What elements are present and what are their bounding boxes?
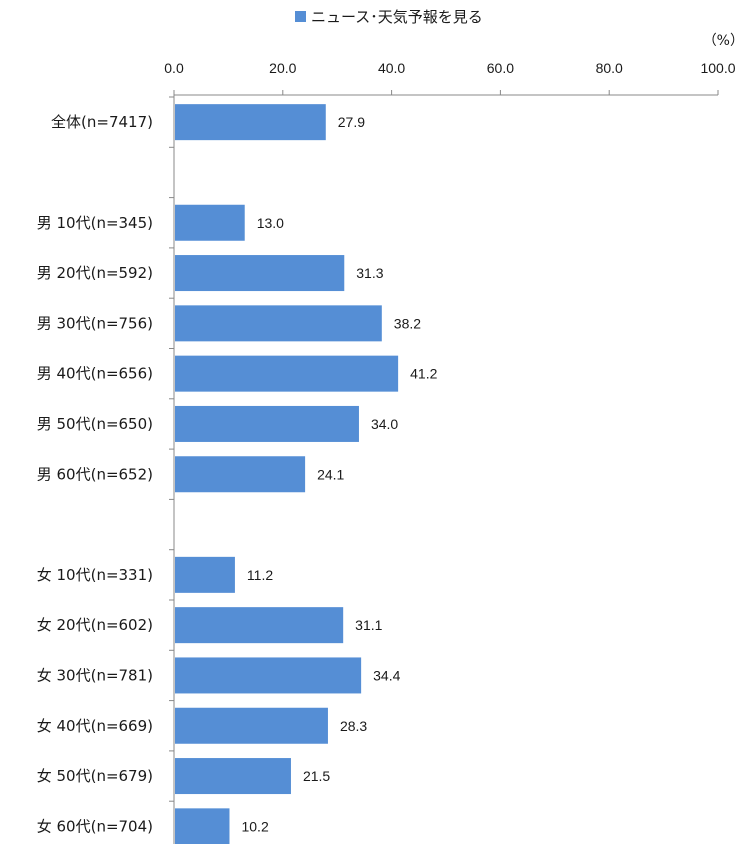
bar [175, 255, 345, 292]
category-label: 女 60代(n=704) [37, 817, 153, 835]
category-label: 女 20代(n=602) [37, 616, 153, 634]
category-label: 男 10代(n=345) [37, 214, 153, 232]
bar [175, 355, 399, 392]
x-tick-label: 60.0 [487, 60, 514, 76]
data-label: 38.2 [394, 315, 421, 331]
y-axis: 全体(n=7417) 男 10代(n=345) 男 20代(n=592) 男 30代(… [37, 95, 175, 844]
bar [175, 305, 382, 342]
legend-swatch [295, 11, 306, 22]
data-label: 28.3 [340, 718, 367, 734]
x-tick-label: 0.0 [164, 60, 184, 76]
bar [175, 707, 328, 744]
category-label: 女 40代(n=669) [37, 717, 153, 735]
category-label: 男 30代(n=756) [37, 314, 153, 332]
x-tick-label: 100.0 [700, 60, 735, 76]
data-label: 27.9 [338, 114, 365, 130]
bar [175, 204, 245, 241]
data-label: 31.3 [356, 265, 383, 281]
category-label: 男 50代(n=650) [37, 415, 153, 433]
bars: 27.9 13.0 31.3 38.2 41.2 34.0 24.1 11.2 31.1 34.4… [175, 104, 438, 844]
bar [175, 657, 362, 694]
bar [175, 405, 359, 442]
data-label: 31.1 [355, 617, 382, 633]
bar [175, 758, 291, 795]
unit-label: （%） [703, 33, 744, 49]
x-axis: 0.0 20.0 40.0 60.0 80.0 100.0 [164, 60, 736, 96]
category-label: 女 50代(n=679) [37, 767, 153, 785]
category-label: 全体(n=7417) [51, 113, 153, 131]
x-tick-label: 20.0 [269, 60, 296, 76]
category-label: 女 10代(n=331) [37, 566, 153, 584]
category-label: 女 30代(n=781) [37, 666, 153, 684]
category-label: 男 20代(n=592) [37, 264, 153, 282]
data-label: 24.1 [317, 466, 344, 482]
category-label: 男 40代(n=656) [37, 365, 153, 383]
category-label: 男 60代(n=652) [37, 465, 153, 483]
legend: ニュース･天気予報を見る [295, 8, 483, 26]
data-label: 41.2 [410, 366, 437, 382]
bar [175, 104, 326, 141]
x-tick-label: 80.0 [596, 60, 623, 76]
data-label: 21.5 [303, 768, 330, 784]
bar [175, 808, 230, 844]
data-label: 11.2 [247, 567, 273, 583]
x-tick-label: 40.0 [378, 60, 405, 76]
bar [175, 607, 344, 644]
legend-label: ニュース･天気予報を見る [311, 8, 483, 26]
data-label: 34.4 [373, 667, 400, 683]
bar [175, 556, 235, 593]
data-label: 34.0 [371, 416, 398, 432]
data-label: 13.0 [257, 215, 284, 231]
bar [175, 456, 306, 493]
data-label: 10.2 [241, 818, 268, 834]
